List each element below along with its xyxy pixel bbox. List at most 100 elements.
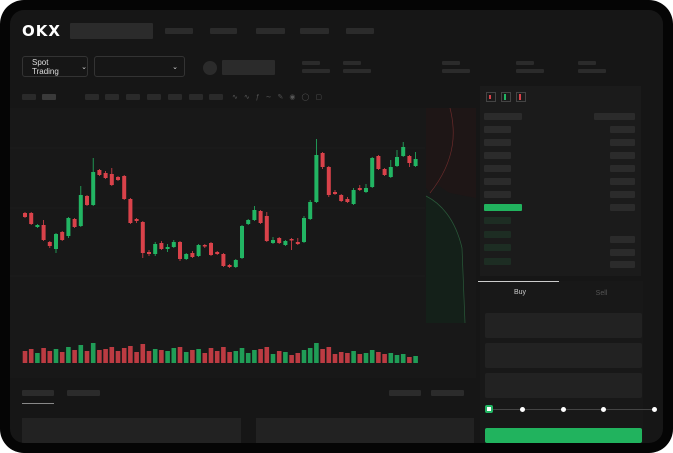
- stat-value: [343, 69, 371, 73]
- volume-bar: [121, 348, 127, 363]
- ask-size: [610, 126, 635, 133]
- amount-input[interactable]: [485, 343, 642, 368]
- volume-bar: [295, 353, 301, 363]
- candle-body: [413, 159, 418, 166]
- candle-body: [178, 242, 182, 259]
- volume-bar: [258, 349, 263, 363]
- nav-item[interactable]: [210, 28, 237, 34]
- tab-buy[interactable]: Buy: [513, 289, 527, 296]
- reset-icon[interactable]: ◯: [301, 94, 316, 101]
- indicator-icon[interactable]: ∿: [232, 94, 244, 101]
- candle-body: [54, 234, 58, 249]
- okx-logo[interactable]: OKX: [22, 22, 61, 40]
- volume-bar: [177, 347, 183, 363]
- chart-area[interactable]: [10, 107, 476, 378]
- fullscreen-icon[interactable]: ▢: [315, 94, 328, 101]
- volume-bar: [66, 347, 71, 363]
- book-bids-icon[interactable]: [501, 92, 511, 102]
- timeframe-button[interactable]: [147, 94, 161, 100]
- candle-body: [271, 240, 275, 243]
- slider-stop[interactable]: [652, 407, 657, 412]
- timeframe-button[interactable]: [105, 94, 119, 100]
- ask-size: [610, 152, 635, 159]
- candle-body: [103, 173, 108, 178]
- nav-item[interactable]: [165, 28, 193, 34]
- bid-price: [484, 244, 511, 251]
- candle-body: [109, 174, 114, 185]
- slider-stop[interactable]: [561, 407, 566, 412]
- ask-size: [610, 204, 635, 211]
- price-input[interactable]: [485, 313, 642, 338]
- settings-icon[interactable]: ◉: [289, 94, 302, 101]
- slider-handle[interactable]: [485, 405, 493, 413]
- slider-stop[interactable]: [520, 407, 525, 412]
- timeframe-button[interactable]: [85, 94, 99, 100]
- tab-order-history[interactable]: [67, 390, 100, 396]
- candle-body: [159, 243, 164, 249]
- filter-button[interactable]: [431, 390, 464, 396]
- timeframe-button[interactable]: [168, 94, 182, 100]
- trade-form: Buy Sell: [478, 281, 657, 443]
- line-icon[interactable]: ∼: [265, 94, 278, 101]
- candle-body: [233, 260, 238, 267]
- nav-item[interactable]: [346, 28, 374, 34]
- volume-bar: [202, 353, 208, 363]
- volume-bar: [47, 351, 53, 363]
- timeframe-button[interactable]: [189, 94, 203, 100]
- candlestick-chart[interactable]: [10, 107, 476, 378]
- buy-submit-button[interactable]: [485, 428, 642, 443]
- candle-body: [326, 167, 331, 195]
- amount-slider[interactable]: [488, 409, 656, 410]
- stat-value: [302, 69, 330, 73]
- spot-trading-button[interactable]: Spot Trading ⌄: [22, 56, 88, 77]
- stat-value: [442, 69, 470, 73]
- candle-body: [370, 158, 375, 187]
- candle-body: [246, 220, 251, 224]
- volume-bar: [270, 354, 276, 363]
- bid-size: [610, 249, 635, 256]
- candle-body: [258, 211, 263, 223]
- tab-sell[interactable]: Sell: [595, 290, 608, 297]
- volume-bar: [53, 349, 59, 363]
- volume-bar: [283, 352, 288, 363]
- pair-selector[interactable]: ⌄: [94, 56, 185, 77]
- assets-panel: [256, 418, 474, 443]
- timeframe-button[interactable]: [126, 94, 140, 100]
- book-header: [484, 113, 522, 120]
- stat-label: [343, 61, 361, 65]
- total-input[interactable]: [485, 373, 642, 398]
- slider-stop[interactable]: [601, 407, 606, 412]
- volume-bar: [159, 350, 164, 363]
- candle-body: [339, 195, 344, 201]
- tab-open-orders[interactable]: [22, 390, 54, 396]
- volume-bar: [357, 354, 363, 363]
- timeframe-button[interactable]: [42, 94, 56, 100]
- volume-bar: [165, 351, 170, 363]
- candle-body: [351, 190, 356, 204]
- nav-item[interactable]: [300, 28, 329, 34]
- volume-bar: [140, 344, 146, 363]
- candle-body: [264, 216, 269, 241]
- candle-body: [78, 195, 83, 226]
- draw-icon[interactable]: ✎: [277, 94, 290, 101]
- depth-asks-line: [429, 107, 454, 194]
- volume-bar: [28, 349, 34, 363]
- timeframe-button[interactable]: [209, 94, 223, 100]
- fx-icon[interactable]: ƒ: [255, 94, 266, 101]
- bid-price: [484, 258, 511, 265]
- filter-button[interactable]: [389, 390, 421, 396]
- stat-value: [578, 69, 606, 73]
- book-asks-icon[interactable]: [516, 92, 526, 102]
- chart-tools[interactable]: ∿∿ƒ∼✎◉◯▢: [232, 93, 328, 101]
- volume-bar: [152, 349, 158, 363]
- candle-body: [23, 213, 27, 217]
- search-bar[interactable]: [70, 23, 153, 39]
- timeframe-button[interactable]: [22, 94, 36, 100]
- stat-label: [578, 61, 596, 65]
- nav-item[interactable]: [256, 28, 285, 34]
- volume-bar: [59, 352, 65, 363]
- chart-type-icon[interactable]: ∿: [243, 94, 256, 101]
- book-both-icon[interactable]: [486, 92, 496, 102]
- depth-bids-area: [426, 196, 465, 323]
- volume-bar: [190, 350, 195, 363]
